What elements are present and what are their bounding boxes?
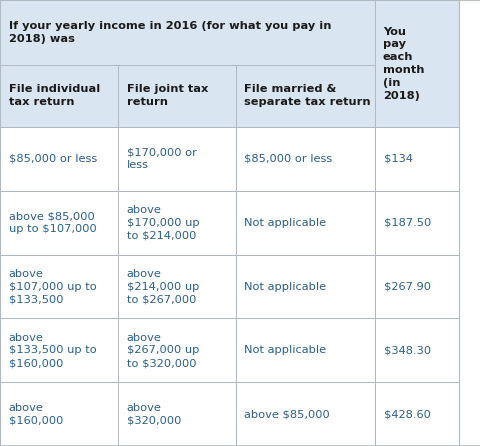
Text: above $85,000: above $85,000 (244, 409, 329, 419)
Text: $267.90: $267.90 (383, 281, 430, 292)
Bar (235, 65, 374, 127)
Text: $134: $134 (383, 154, 412, 164)
Bar (235, 127, 374, 191)
Text: $187.50: $187.50 (383, 218, 430, 228)
Text: Not applicable: Not applicable (244, 345, 326, 355)
Bar (374, 191, 458, 255)
Bar (235, 318, 374, 382)
Text: File joint tax
return: File joint tax return (126, 84, 207, 107)
Text: Not applicable: Not applicable (244, 218, 326, 228)
Bar (118, 382, 235, 446)
Text: $348.30: $348.30 (383, 345, 430, 355)
Bar (374, 127, 458, 191)
Bar (235, 255, 374, 318)
Bar (0, 0, 374, 65)
Bar (0, 382, 118, 446)
Text: $85,000 or less: $85,000 or less (9, 154, 96, 164)
Bar (374, 382, 458, 446)
Text: If your yearly income in 2016 (for what you pay in
2018) was: If your yearly income in 2016 (for what … (9, 21, 330, 44)
Bar (374, 318, 458, 382)
Bar (118, 318, 235, 382)
Text: above
$320,000: above $320,000 (126, 403, 180, 425)
Bar (0, 191, 118, 255)
Text: above
$214,000 up
to $267,000: above $214,000 up to $267,000 (126, 269, 198, 304)
Bar (118, 127, 235, 191)
Text: above
$107,000 up to
$133,500: above $107,000 up to $133,500 (9, 269, 96, 304)
Text: Not applicable: Not applicable (244, 281, 326, 292)
Bar (0, 318, 118, 382)
Bar (235, 191, 374, 255)
Text: above
$133,500 up to
$160,000: above $133,500 up to $160,000 (9, 333, 96, 368)
Bar (0, 127, 118, 191)
Bar (235, 382, 374, 446)
Text: $85,000 or less: $85,000 or less (244, 154, 332, 164)
Bar (118, 255, 235, 318)
Bar (118, 191, 235, 255)
Bar (374, 0, 458, 127)
Text: above
$267,000 up
to $320,000: above $267,000 up to $320,000 (126, 333, 198, 368)
Text: above
$170,000 up
to $214,000: above $170,000 up to $214,000 (126, 205, 199, 240)
Text: above $85,000
up to $107,000: above $85,000 up to $107,000 (9, 211, 96, 234)
Bar (0, 255, 118, 318)
Text: File individual
tax return: File individual tax return (9, 84, 100, 107)
Bar (118, 65, 235, 127)
Text: $170,000 or
less: $170,000 or less (126, 148, 196, 170)
Bar (374, 255, 458, 318)
Text: above
$160,000: above $160,000 (9, 403, 63, 425)
Text: File married &
separate tax return: File married & separate tax return (244, 84, 370, 107)
Text: You
pay
each
month
(in
2018): You pay each month (in 2018) (382, 27, 423, 100)
Bar (0, 65, 118, 127)
Text: $428.60: $428.60 (383, 409, 430, 419)
